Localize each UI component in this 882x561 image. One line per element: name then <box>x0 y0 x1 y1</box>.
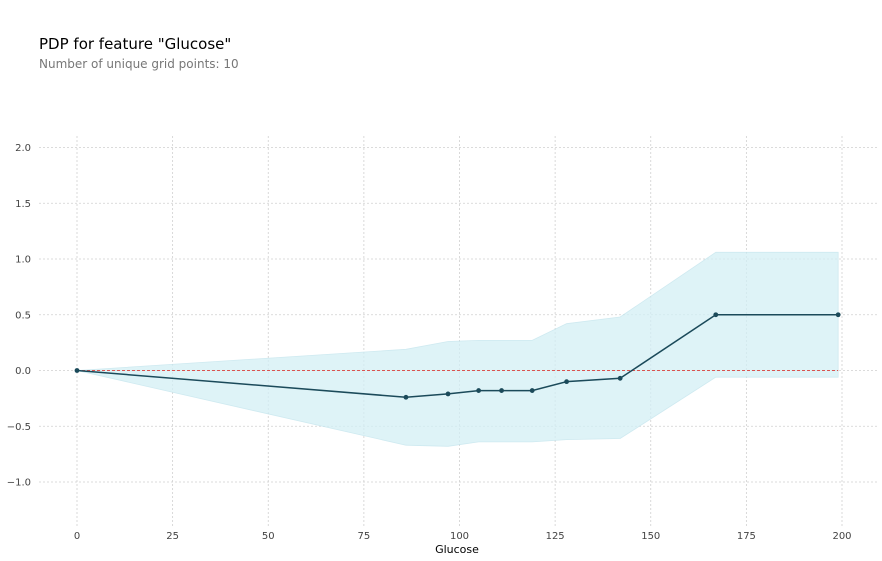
pdp-point <box>617 375 623 381</box>
pdp-point <box>403 394 409 400</box>
pdp-point <box>499 388 504 393</box>
x-tick-label: 100 <box>450 531 469 542</box>
pdp-point-layer <box>74 312 841 400</box>
x-axis-label: Glucose <box>435 543 479 556</box>
x-tick-label: 175 <box>737 531 756 542</box>
confidence-band-layer <box>76 251 839 447</box>
x-tick-label: 125 <box>546 531 565 542</box>
y-tick-label: 1.5 <box>15 199 31 210</box>
x-tick-label: 50 <box>262 531 275 542</box>
y-tick-label: 1.0 <box>15 255 31 266</box>
x-tick-label: 150 <box>641 531 660 542</box>
pdp-line-layer <box>76 314 839 399</box>
y-tick-label: −1.0 <box>7 478 31 489</box>
pdp-point <box>476 388 482 393</box>
pdp-point <box>564 379 569 385</box>
pdp-line <box>76 314 839 399</box>
x-tick-label: 0 <box>74 531 80 542</box>
x-tick-labels: 0 25 50 75 100 125 150 175 200 <box>74 531 852 542</box>
pdp-point <box>529 388 535 393</box>
y-tick-labels: 2.0 1.5 1.0 0.5 0.0 −0.5 −1.0 <box>7 143 31 489</box>
confidence-band <box>76 251 839 447</box>
y-tick-label: 0.5 <box>15 310 31 321</box>
grid-layer <box>39 136 878 527</box>
x-tick-label: 75 <box>358 531 371 542</box>
chart-title: PDP for feature "Glucose" <box>39 35 232 53</box>
y-tick-label: 2.0 <box>15 143 31 154</box>
x-tick-label: 25 <box>166 531 179 542</box>
chart-subtitle: Number of unique grid points: 10 <box>39 57 239 71</box>
pdp-point <box>713 312 719 318</box>
y-tick-label: 0.0 <box>15 366 31 377</box>
y-tick-label: −0.5 <box>7 422 31 433</box>
pdp-point <box>835 312 841 318</box>
pdp-point <box>74 368 80 373</box>
pdp-point <box>445 391 451 397</box>
x-tick-label: 200 <box>832 531 851 542</box>
